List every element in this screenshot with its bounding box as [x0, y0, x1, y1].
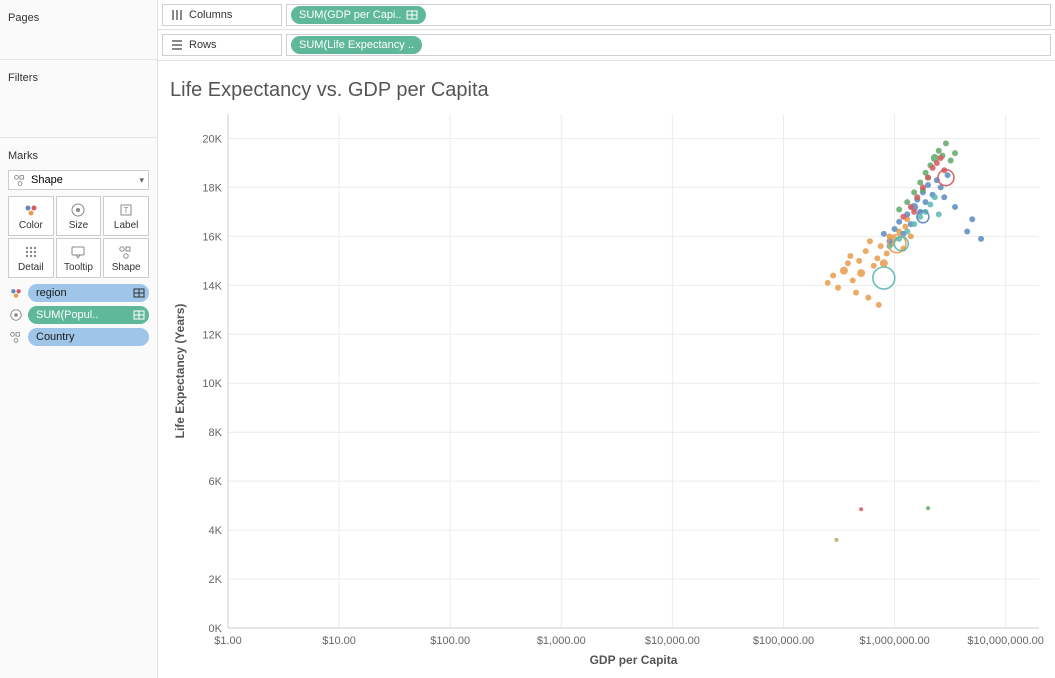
color-button[interactable]: Color [8, 196, 54, 236]
columns-pill-label: SUM(GDP per Capi.. [299, 9, 402, 21]
svg-text:$10.00: $10.00 [322, 635, 356, 647]
mark-pills: region SUM(Popul.. Country [8, 284, 149, 346]
rows-pill[interactable]: SUM(Life Expectancy .. [291, 36, 422, 54]
size-icon [70, 202, 86, 218]
color-label: Color [19, 220, 43, 231]
tooltip-icon [70, 244, 86, 260]
table-calc-icon [133, 287, 145, 299]
svg-text:4K: 4K [209, 525, 223, 537]
svg-text:2K: 2K [209, 574, 223, 586]
columns-shelf: Columns SUM(GDP per Capi.. [158, 0, 1055, 30]
chevron-down-icon: ▾ [139, 175, 144, 186]
mark-pill-label: Country [36, 331, 75, 343]
mark-pill-row: region [8, 284, 149, 302]
mark-type-label: Shape [31, 174, 63, 186]
svg-text:GDP per Capita: GDP per Capita [590, 653, 678, 667]
sidebar: Pages Filters Marks Shape ▾ Color Size T… [0, 0, 158, 678]
mark-pill-region[interactable]: region [28, 284, 149, 302]
svg-text:$1,000.00: $1,000.00 [537, 635, 586, 647]
detail-icon [23, 244, 39, 260]
tooltip-label: Tooltip [64, 262, 93, 273]
pages-panel: Pages [0, 0, 157, 60]
chart-area: Life Expectancy vs. GDP per Capita 0K 2K 4… [158, 61, 1055, 678]
svg-text:Life Expectancy (Years): Life Expectancy (Years) [173, 304, 187, 439]
svg-text:10K: 10K [202, 378, 222, 390]
rows-pill-label: SUM(Life Expectancy .. [299, 39, 414, 51]
pages-title: Pages [8, 6, 149, 30]
svg-text:18K: 18K [202, 182, 222, 194]
columns-shelf-label: Columns [162, 4, 282, 26]
shape-label: Shape [112, 262, 141, 273]
shape-icon [13, 173, 27, 187]
svg-text:0K: 0K [209, 623, 223, 635]
chart-plot[interactable]: 0K 2K 4K 6K 8K 10K 12K 14K 16K 18K 20K $1.00 $10.00 $… [170, 110, 1047, 670]
rows-shelf-label: Rows [162, 34, 282, 56]
svg-text:16K: 16K [202, 231, 222, 243]
mark-pill-row: Country [8, 328, 149, 346]
filters-panel: Filters [0, 60, 157, 138]
scatter-chart: 0K 2K 4K 6K 8K 10K 12K 14K 16K 18K 20K $1.00 $10.00 $… [170, 110, 1047, 670]
detail-button[interactable]: Detail [8, 238, 54, 278]
svg-text:$1,000,000.00: $1,000,000.00 [859, 635, 929, 647]
columns-icon [171, 9, 183, 21]
mark-pill-row: SUM(Popul.. [8, 306, 149, 324]
svg-text:$1.00: $1.00 [214, 635, 242, 647]
columns-text: Columns [189, 9, 232, 21]
filters-title: Filters [8, 66, 149, 90]
mark-type-select[interactable]: Shape ▾ [8, 170, 149, 190]
svg-text:20K: 20K [202, 133, 222, 145]
svg-text:$100.00: $100.00 [430, 635, 470, 647]
shape-icon [118, 244, 134, 260]
table-calc-icon [133, 309, 145, 321]
label-button[interactable]: T Label [103, 196, 149, 236]
rows-pill-area[interactable]: SUM(Life Expectancy .. [286, 34, 1051, 56]
mark-pill-country[interactable]: Country [28, 328, 149, 346]
shape-icon [8, 329, 24, 345]
rows-text: Rows [189, 39, 217, 51]
mark-pill-label: SUM(Popul.. [36, 309, 98, 321]
main-area: Columns SUM(GDP per Capi.. Rows SUM(Life… [158, 0, 1055, 678]
size-icon [8, 307, 24, 323]
size-label: Size [69, 220, 88, 231]
mark-pill-sumpopul[interactable]: SUM(Popul.. [28, 306, 149, 324]
svg-text:6K: 6K [209, 476, 223, 488]
label-icon: T [118, 202, 134, 218]
color-icon [23, 202, 39, 218]
svg-text:T: T [124, 206, 129, 215]
svg-text:$10,000,000.00: $10,000,000.00 [967, 635, 1043, 647]
size-button[interactable]: Size [56, 196, 102, 236]
label-label: Label [114, 220, 138, 231]
color-icon [8, 285, 24, 301]
tooltip-button[interactable]: Tooltip [56, 238, 102, 278]
mark-buttons-grid: Color Size T Label Detail Tooltip Shape [8, 196, 149, 278]
shelves: Columns SUM(GDP per Capi.. Rows SUM(Life… [158, 0, 1055, 61]
svg-text:$100,000.00: $100,000.00 [753, 635, 814, 647]
detail-label: Detail [18, 262, 44, 273]
table-calc-icon [406, 9, 418, 21]
chart-title: Life Expectancy vs. GDP per Capita [170, 79, 1047, 102]
rows-icon [171, 39, 183, 51]
svg-text:12K: 12K [202, 329, 222, 341]
svg-text:14K: 14K [202, 280, 222, 292]
svg-text:$10,000.00: $10,000.00 [645, 635, 700, 647]
columns-pill[interactable]: SUM(GDP per Capi.. [291, 6, 426, 24]
marks-panel: Marks Shape ▾ Color Size T Label Detail [0, 138, 157, 352]
shape-button[interactable]: Shape [103, 238, 149, 278]
columns-pill-area[interactable]: SUM(GDP per Capi.. [286, 4, 1051, 26]
marks-title: Marks [8, 144, 149, 168]
rows-shelf: Rows SUM(Life Expectancy .. [158, 30, 1055, 60]
mark-pill-label: region [36, 287, 67, 299]
svg-text:8K: 8K [209, 427, 223, 439]
